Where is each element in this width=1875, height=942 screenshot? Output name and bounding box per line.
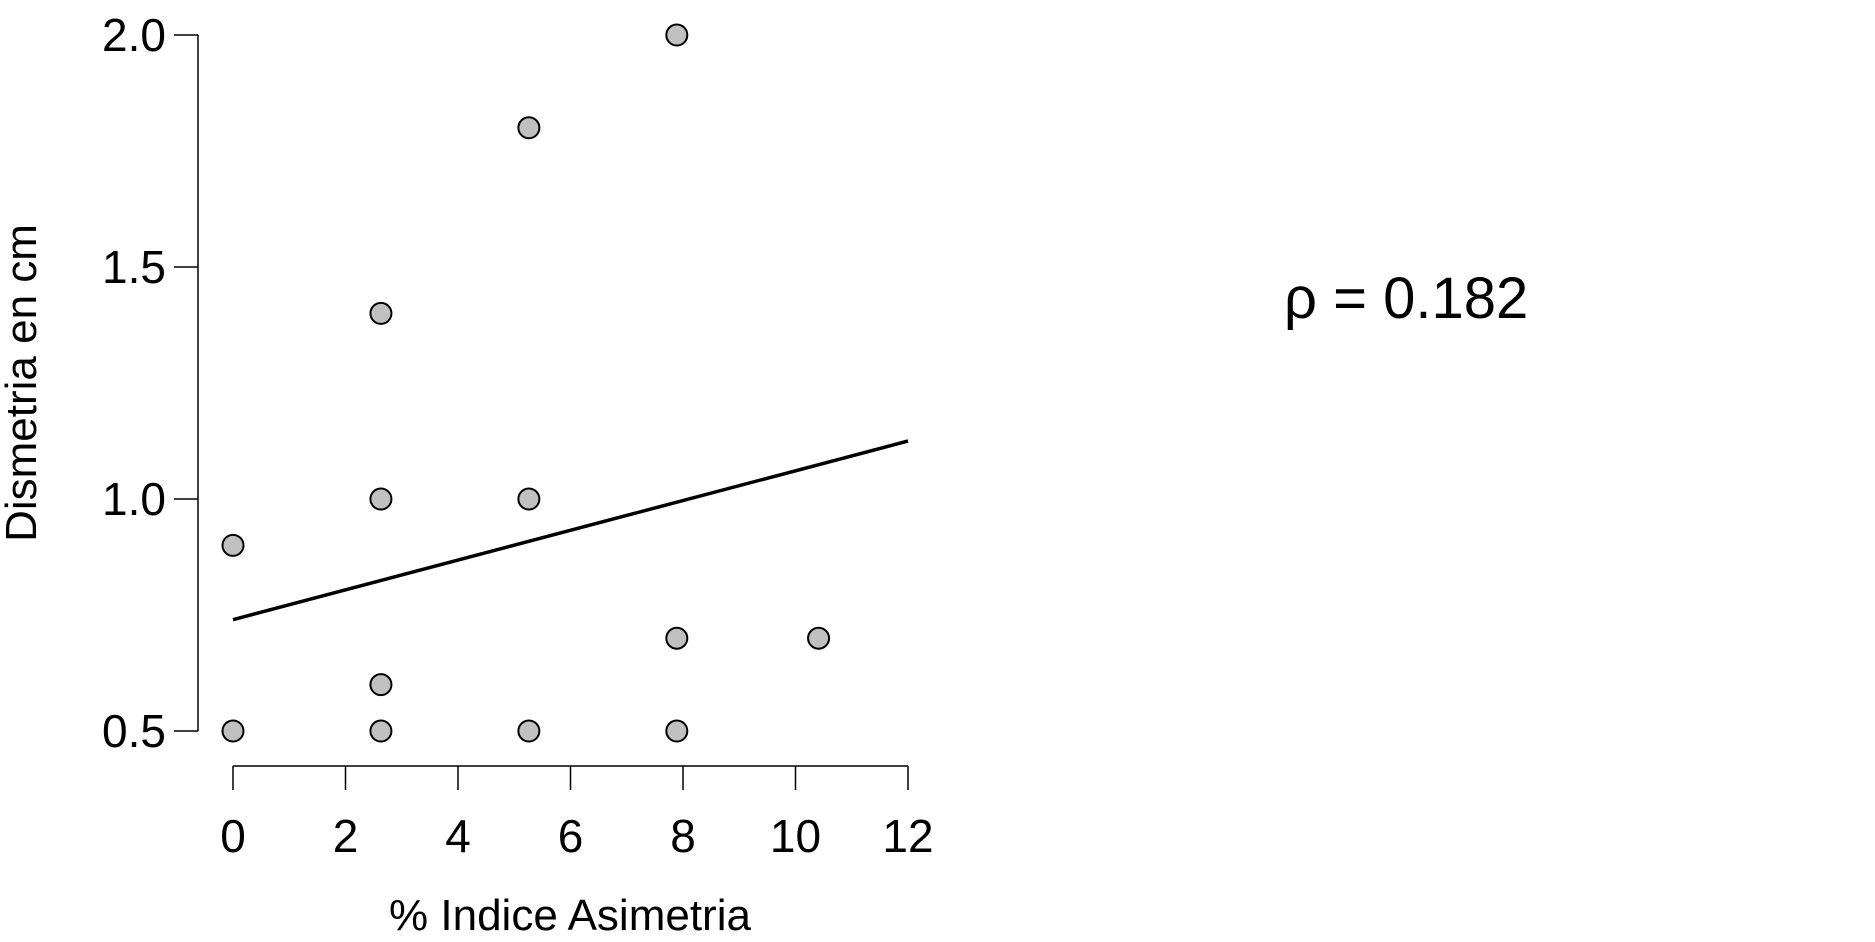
x-tick-label: 8 (670, 810, 696, 862)
scatter-point (221, 719, 245, 743)
x-axis: 0 2 4 6 8 10 12 (220, 765, 934, 862)
scatter-point (665, 23, 689, 47)
scatter-point (517, 487, 541, 511)
scatter-point (517, 116, 541, 140)
regression-line (232, 439, 909, 622)
scatter-point (807, 626, 831, 650)
correlation-annotation: ρ = 0.182 (1284, 266, 1528, 331)
y-axis-label: Dismetria en cm (0, 224, 46, 542)
x-tick-label: 10 (770, 810, 821, 862)
x-axis-label: % Indice Asimetria (389, 891, 751, 937)
scatter-point (665, 626, 689, 650)
scatter-point (517, 719, 541, 743)
scatter-point (369, 673, 393, 697)
fit-line-layer (232, 439, 909, 622)
x-tick-label: 4 (445, 810, 471, 862)
x-tick-label: 0 (220, 810, 246, 862)
scatter-point (369, 301, 393, 325)
x-tick-label: 2 (333, 810, 359, 862)
y-tick-label: 1.0 (102, 473, 166, 525)
scatter-point (369, 487, 393, 511)
scatter-point (665, 719, 689, 743)
x-tick-label: 6 (558, 810, 584, 862)
y-tick-label: 0.5 (102, 705, 166, 757)
points-layer (221, 23, 831, 743)
x-tick-label: 12 (882, 810, 933, 862)
y-axis: 0.5 1.0 1.5 2.0 (102, 9, 199, 757)
scatter-point (221, 533, 245, 557)
scatter-point (369, 719, 393, 743)
y-tick-label: 2.0 (102, 9, 166, 61)
y-tick-label: 1.5 (102, 241, 166, 293)
